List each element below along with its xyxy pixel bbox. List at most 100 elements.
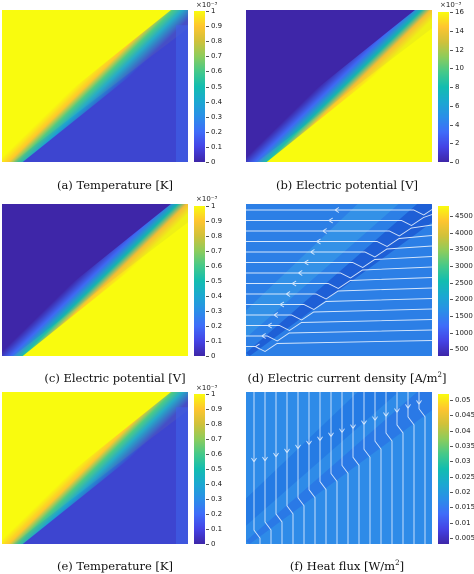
streamline-f-8 bbox=[341, 392, 349, 544]
streamlines-f bbox=[251, 392, 426, 544]
transition-band-e bbox=[2, 392, 188, 544]
colorbar-tick-b-5: 6 bbox=[449, 101, 460, 110]
colorbar-tick-d-1: 4000 bbox=[450, 228, 473, 237]
arrow-f-4 bbox=[295, 444, 301, 450]
arrow-f-0 bbox=[251, 457, 257, 463]
colorbar-d bbox=[438, 206, 449, 356]
transition-band-b bbox=[246, 10, 432, 162]
arrow-f-1 bbox=[262, 456, 268, 462]
arrow-d-13 bbox=[254, 343, 260, 350]
arrow-d-10 bbox=[272, 312, 279, 318]
arrow-d-1 bbox=[327, 217, 333, 224]
colorbar-tick-f-9: 0.005 bbox=[449, 533, 474, 542]
streamline-f-14 bbox=[407, 392, 415, 544]
caption-f-sup: 2 bbox=[395, 559, 400, 568]
caption-a: (a) Temperature [K] bbox=[56, 178, 174, 192]
caption-e: (e) Temperature [K] bbox=[57, 559, 173, 573]
colorbar-tick-e-3: 0.7 bbox=[205, 435, 223, 443]
heatmap-d bbox=[246, 204, 432, 356]
colorbar-tick-f-3: 0.035 bbox=[449, 442, 474, 451]
colorbar-tick-a-3: 0.7 bbox=[205, 52, 223, 61]
field-edge-a bbox=[176, 25, 188, 162]
streamline-d-4 bbox=[246, 245, 432, 258]
colorbar-tick-c-5: 0.5 bbox=[205, 277, 223, 285]
colorbar-tick-e-7: 0.3 bbox=[205, 495, 223, 503]
streamline-f-12 bbox=[385, 392, 393, 544]
streamline-d-9 bbox=[246, 298, 432, 311]
arrow-f-9 bbox=[350, 424, 356, 430]
colorbar-tick-d-5: 2000 bbox=[450, 295, 473, 304]
streamline-f-11 bbox=[374, 392, 382, 544]
arrow-f-5 bbox=[306, 440, 312, 446]
field-edge-e bbox=[176, 407, 188, 544]
arrow-f-12 bbox=[383, 412, 389, 418]
colorbar-tick-e-2: 0.8 bbox=[205, 420, 223, 428]
streamline-d-12 bbox=[246, 329, 432, 342]
colorbar-tick-e-4: 0.6 bbox=[205, 450, 223, 458]
colorbar-tick-f-0: 0.05 bbox=[450, 396, 471, 405]
colorbar-tick-c-4: 0.6 bbox=[205, 262, 223, 270]
streamline-d-8 bbox=[246, 287, 432, 300]
colorbar-tick-c-10: 0 bbox=[205, 352, 216, 360]
arrow-f-11 bbox=[372, 416, 378, 422]
colorbar-tick-d-8: 500 bbox=[449, 345, 469, 354]
arrow-d-8 bbox=[285, 291, 291, 297]
colorbar-e bbox=[194, 394, 205, 544]
colorbar-tick-f-5: 0.025 bbox=[449, 472, 474, 481]
streamline-f-4 bbox=[297, 392, 305, 544]
arrow-f-10 bbox=[361, 420, 367, 426]
colorbar-tick-f-2: 0.04 bbox=[450, 426, 471, 435]
colorbar-tick-b-7: 2 bbox=[449, 139, 460, 148]
streamline-f-7 bbox=[330, 392, 338, 544]
band-f bbox=[246, 392, 432, 544]
arrow-f-3 bbox=[284, 448, 290, 454]
colorbar-c bbox=[194, 206, 205, 356]
caption-f-tail: ] bbox=[399, 559, 405, 573]
field-region-e bbox=[13, 410, 188, 544]
arrow-d-6 bbox=[297, 270, 303, 276]
arrow-d-0 bbox=[334, 207, 340, 213]
caption-d-text: (d) Electric current density [A/m bbox=[247, 371, 438, 385]
streamline-f-13 bbox=[396, 392, 404, 544]
streamline-f-15 bbox=[418, 392, 426, 544]
colorbar-tick-e-6: 0.4 bbox=[205, 480, 223, 488]
heatmap-e bbox=[2, 392, 188, 544]
colorbar-tick-c-0: 1 bbox=[205, 202, 216, 210]
colorbar-tick-b-4: 8 bbox=[449, 83, 460, 91]
colorbar-tick-c-7: 0.3 bbox=[205, 307, 223, 315]
streamline-f-9 bbox=[352, 392, 360, 544]
heatmap-f bbox=[246, 392, 432, 544]
arrow-d-9 bbox=[279, 301, 285, 308]
colorbar-tick-e-5: 0.5 bbox=[205, 465, 223, 473]
arrow-d-4 bbox=[309, 249, 315, 255]
transition-band-c bbox=[2, 204, 188, 356]
colorbar-tick-a-2: 0.8 bbox=[205, 37, 223, 46]
streamline-f-6 bbox=[319, 392, 327, 544]
caption-d-sup: 2 bbox=[437, 371, 442, 380]
colorbar-tick-b-2: 12 bbox=[450, 45, 464, 54]
streamline-f-2 bbox=[275, 392, 283, 544]
colorbar-tick-a-1: 0.9 bbox=[205, 22, 223, 31]
streamlines-d bbox=[246, 204, 432, 353]
colorbar-tick-e-8: 0.2 bbox=[205, 510, 223, 518]
colorbar-tick-d-2: 3500 bbox=[450, 245, 473, 254]
arrow-d-2 bbox=[321, 228, 327, 234]
streamline-d-13 bbox=[246, 340, 432, 353]
arrow-d-7 bbox=[291, 280, 297, 287]
colorbar-tick-e-1: 0.9 bbox=[205, 405, 223, 413]
colorbar-multiplier-c: ×10⁻³ bbox=[196, 195, 218, 203]
arrow-d-5 bbox=[303, 259, 309, 266]
caption-f: (f) Heat flux [W/m2] bbox=[232, 559, 462, 573]
colorbar-tick-c-2: 0.8 bbox=[205, 232, 223, 240]
arrow-f-6 bbox=[317, 436, 323, 442]
colorbar-tick-d-4: 2500 bbox=[450, 278, 473, 287]
arrow-f-7 bbox=[328, 432, 334, 438]
arrow-f-13 bbox=[394, 408, 400, 414]
streamline-d-0 bbox=[246, 204, 432, 216]
colorbar-tick-a-9: 0.1 bbox=[205, 142, 223, 151]
arrow-f-2 bbox=[273, 452, 279, 458]
caption-d-tail: ] bbox=[442, 371, 447, 385]
colorbar-multiplier-b: ×10⁻³ bbox=[440, 1, 462, 9]
colorbar-tick-a-10: 0 bbox=[205, 158, 216, 166]
colorbar-tick-b-0: 16 bbox=[450, 8, 464, 16]
